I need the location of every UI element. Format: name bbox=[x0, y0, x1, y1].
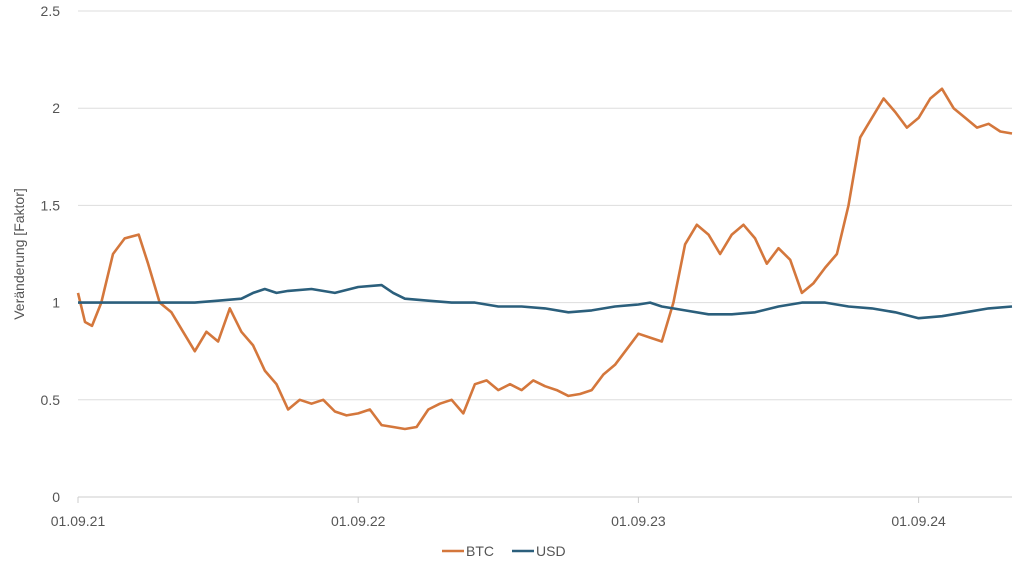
y-tick-label: 1 bbox=[52, 295, 60, 311]
series-lines bbox=[76, 87, 1013, 431]
legend-label-btc: BTC bbox=[466, 543, 494, 559]
legend-label-usd: USD bbox=[536, 543, 566, 559]
series-line-usd bbox=[78, 283, 1013, 320]
x-axis-ticks: 01.09.21 01.09.22 01.09.23 01.09.24 bbox=[51, 497, 946, 529]
y-tick-label: 0 bbox=[52, 489, 60, 505]
x-tick-label: 01.09.24 bbox=[891, 513, 946, 529]
series-line-btc bbox=[76, 87, 1013, 431]
y-axis-title: Veränderung [Faktor] bbox=[11, 188, 27, 320]
legend: BTC USD bbox=[442, 543, 566, 559]
gridlines bbox=[78, 10, 1012, 401]
y-tick-label: 2.5 bbox=[41, 3, 61, 19]
x-tick-label: 01.09.21 bbox=[51, 513, 106, 529]
y-tick-label: 2 bbox=[52, 100, 60, 116]
y-axis-ticks: 0 0.5 1 1.5 2 2.5 bbox=[41, 3, 61, 505]
x-tick-label: 01.09.23 bbox=[611, 513, 666, 529]
y-tick-label: 1.5 bbox=[41, 197, 61, 213]
x-tick-label: 01.09.22 bbox=[331, 513, 386, 529]
y-tick-label: 0.5 bbox=[41, 392, 61, 408]
